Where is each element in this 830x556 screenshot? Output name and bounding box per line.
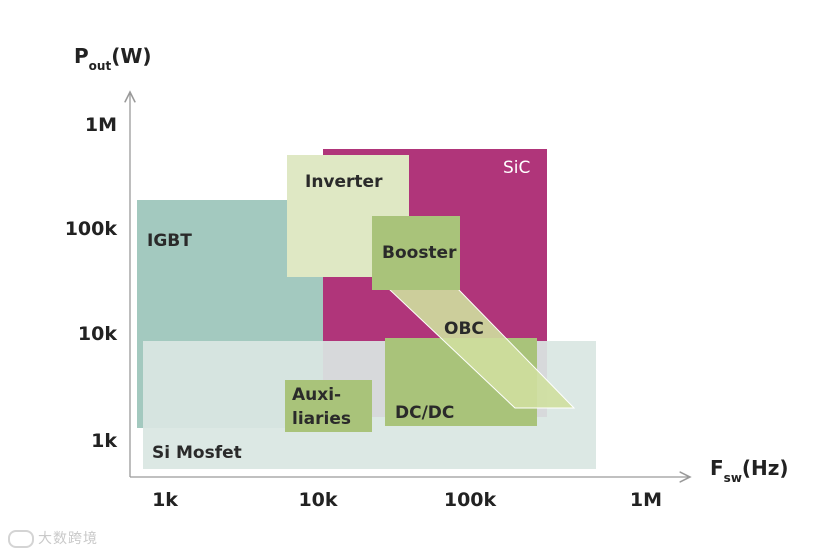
x-axis-title-sub: sw: [724, 471, 742, 485]
si-mosfet-label: Si Mosfet: [152, 443, 242, 463]
y-tick-label: 1M: [85, 114, 117, 136]
watermark-text: 大数跨境: [38, 531, 98, 547]
y-axis-title: Pout(W): [74, 44, 152, 73]
y-axis-title-sub: out: [89, 59, 112, 73]
x-tick-label: 100k: [444, 489, 497, 511]
y-tick-label: 1k: [91, 430, 117, 452]
y-axis-title-unit: (W): [111, 44, 151, 68]
igbt-label: IGBT: [147, 231, 192, 251]
x-axis-title-unit: (Hz): [742, 456, 789, 480]
y-tick-label: 10k: [78, 323, 117, 345]
x-tick-label: 10k: [298, 489, 337, 511]
obc-label: OBC: [444, 319, 484, 339]
booster-label: Booster: [382, 243, 457, 263]
watermark-logo-icon: [8, 530, 34, 548]
sic-label: SiC: [503, 158, 530, 178]
x-tick-label: 1M: [630, 489, 662, 511]
watermark: 大数跨境: [8, 528, 98, 548]
x-tick-label: 1k: [152, 489, 178, 511]
x-axis-title-main: F: [710, 456, 724, 480]
auxiliaries-label-line1: Auxi-: [292, 385, 341, 405]
inverter-label: Inverter: [305, 172, 383, 192]
y-axis-title-main: P: [74, 44, 89, 68]
auxiliaries-label-line2: liaries: [292, 409, 351, 429]
x-axis-title: Fsw(Hz): [710, 456, 789, 485]
auxiliaries-region: [285, 380, 372, 432]
booster-region: [372, 216, 460, 290]
dcdc-label: DC/DC: [395, 403, 454, 423]
y-tick-label: 100k: [65, 218, 118, 240]
